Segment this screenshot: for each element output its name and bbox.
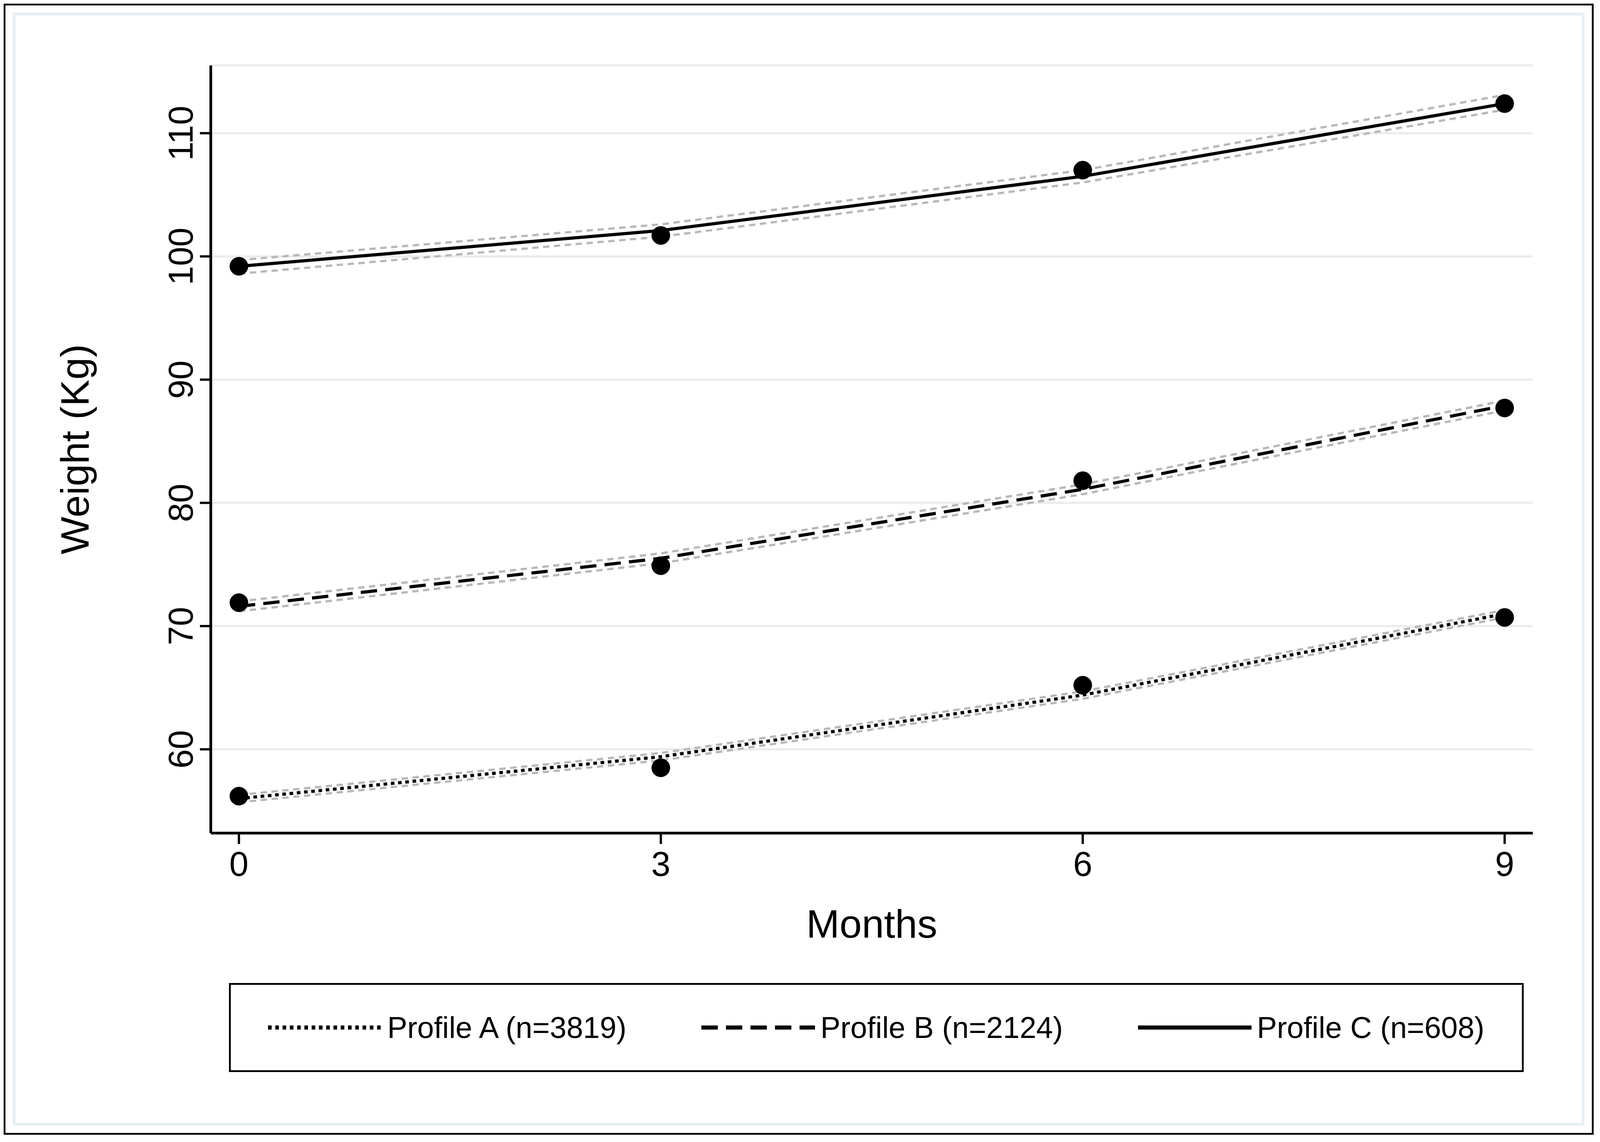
svg-text:6: 6 bbox=[1073, 844, 1093, 884]
svg-text:100: 100 bbox=[161, 227, 200, 286]
svg-text:80: 80 bbox=[161, 483, 200, 523]
svg-text:90: 90 bbox=[161, 360, 200, 399]
svg-text:3: 3 bbox=[650, 844, 671, 884]
svg-text:60: 60 bbox=[161, 730, 200, 769]
svg-text:Weight (Kg): Weight (Kg) bbox=[52, 344, 98, 555]
svg-text:70: 70 bbox=[161, 606, 200, 646]
svg-text:Months: Months bbox=[806, 901, 938, 947]
html-text:Profile B (n=2124): Profile B (n=2124) bbox=[820, 1010, 1063, 1045]
html-text:Profile A (n=3819): Profile A (n=3819) bbox=[387, 1010, 627, 1045]
svg-text:0: 0 bbox=[229, 844, 249, 884]
svg-text:9: 9 bbox=[1495, 844, 1515, 884]
svg-text:110: 110 bbox=[161, 105, 200, 161]
html-text:Profile C (n=608): Profile C (n=608) bbox=[1256, 1010, 1485, 1045]
